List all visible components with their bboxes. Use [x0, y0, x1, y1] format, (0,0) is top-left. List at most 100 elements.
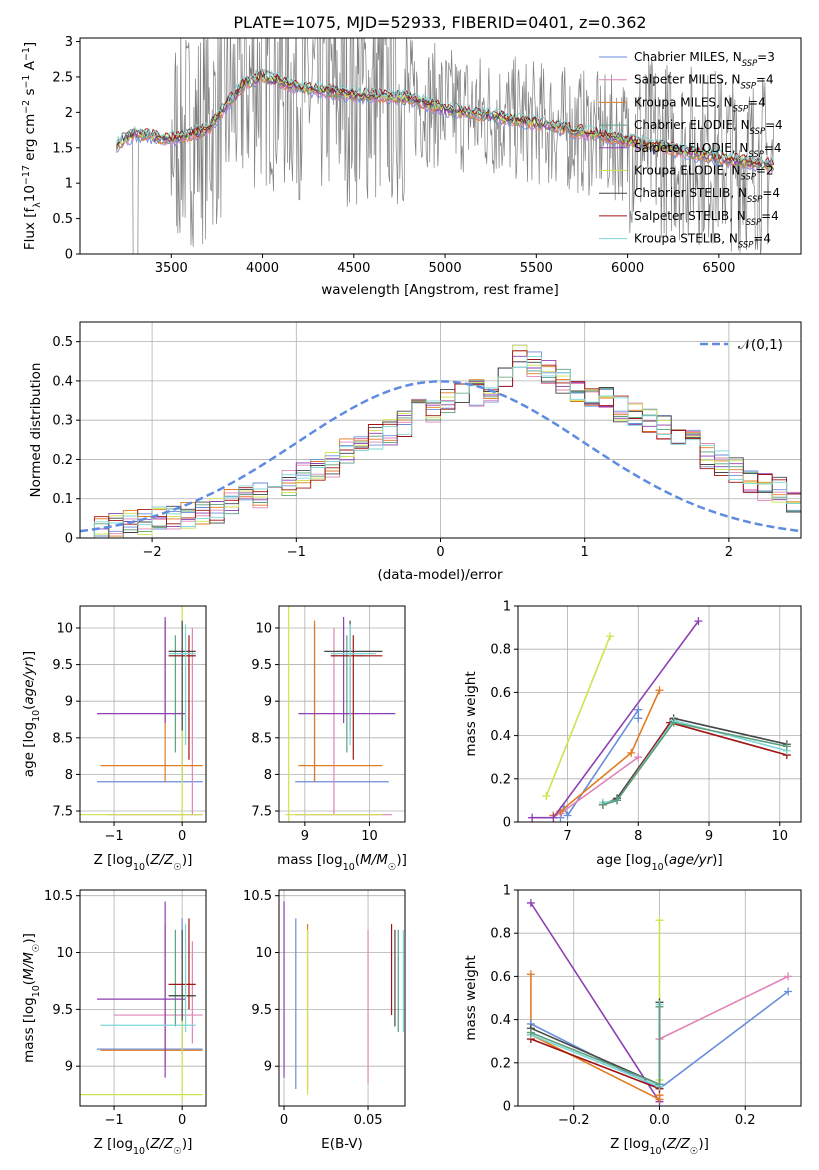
model-spectrum — [116, 68, 774, 165]
marker — [598, 800, 607, 809]
marker — [655, 1080, 664, 1089]
model-spectrum — [116, 73, 774, 168]
marker — [627, 748, 636, 757]
x-tick-label: −1 — [104, 1113, 123, 1128]
y-tick-label: 0.2 — [490, 1056, 511, 1071]
y-tick-label: 2.5 — [52, 70, 73, 85]
y-axis-label: Flux [fλ10−17 erg cm−2 s−1 A−1] — [21, 42, 43, 250]
x-axis-label: Z [log10(Z/Z☉)] — [94, 1136, 193, 1157]
y-tick-label: 10 — [56, 946, 73, 961]
weight-series — [545, 635, 611, 797]
y-tick-label: 10 — [56, 621, 73, 636]
marker — [634, 753, 643, 762]
marker — [613, 796, 622, 805]
histogram-series — [80, 350, 801, 538]
x-tick-label: 0 — [280, 1113, 288, 1128]
y-tick-label: 0.4 — [490, 1013, 511, 1028]
marker — [526, 970, 535, 979]
marker — [563, 811, 572, 820]
y-tick-label: 0.2 — [52, 453, 73, 468]
x-tick-label: 10 — [361, 829, 378, 844]
marker — [782, 742, 791, 751]
x-axis-label: Z [log10(Z/Z☉)] — [94, 852, 193, 873]
y-tick-label: 9 — [65, 1060, 73, 1075]
y-tick-label: 9.5 — [251, 658, 272, 673]
marker — [784, 972, 793, 981]
y-tick-label: 0.8 — [490, 927, 511, 942]
legend-item: Kroupa ELODIE, NSSP=2 — [634, 164, 774, 182]
marker — [549, 813, 558, 822]
x-tick-label: 7 — [563, 829, 571, 844]
y-tick-label: 7.5 — [52, 805, 73, 820]
y-tick-label: 0.4 — [52, 374, 73, 389]
y-tick-label: 0.5 — [52, 212, 73, 227]
histogram-series — [80, 356, 801, 538]
model-spectrum — [116, 68, 775, 167]
x-tick-label: 0.2 — [735, 1113, 756, 1128]
y-tick-label: 9 — [65, 695, 73, 710]
spectrum-chart: 3500 4000 4500 5000 5500 6000 6500 0 0.5 1 1.5 2 2.5… — [52, 35, 802, 276]
legend-item: Salpeter STELIB, NSSP=4 — [634, 209, 779, 227]
marker — [526, 898, 535, 907]
model-spectrum — [116, 69, 775, 169]
x-tick-label: 6000 — [611, 261, 644, 276]
y-tick-label: 1 — [503, 884, 511, 899]
x-axis-label: (data-model)/error — [377, 567, 503, 583]
y-tick-label: 10.5 — [243, 889, 272, 904]
marker — [784, 987, 793, 996]
y-tick-label: 1 — [65, 177, 73, 192]
axes-frame — [79, 889, 207, 1107]
histogram-series — [80, 350, 801, 538]
x-tick-label: 10 — [772, 829, 789, 844]
y-tick-label: 0.8 — [490, 643, 511, 658]
marker — [655, 916, 664, 925]
y-tick-label: 0 — [65, 532, 73, 547]
legend-item: Kroupa STELIB, NSSP=4 — [634, 232, 771, 250]
legend-item: Kroupa MILES, NSSP=4 — [634, 95, 766, 113]
y-tick-label: 10 — [255, 621, 272, 636]
marker — [526, 1028, 535, 1037]
y-tick-label: 0.5 — [52, 335, 73, 350]
x-tick-label: 9 — [301, 829, 309, 844]
y-tick-label: 0.6 — [490, 686, 511, 701]
x-tick-label: 4000 — [246, 261, 279, 276]
axes-frame — [278, 605, 406, 823]
marker — [605, 632, 614, 641]
mass-vs-reddening-chart: 0 0.05 9 9.5 10 10.5 — [243, 889, 406, 1128]
legend-item: Salpeter MILES, NSSP=4 — [634, 73, 774, 91]
x-tick-label: 5500 — [520, 261, 553, 276]
axes-frame — [278, 889, 406, 1107]
weight-series — [659, 975, 789, 1040]
x-tick-label: 8 — [634, 829, 642, 844]
axes-frame — [79, 37, 802, 255]
x-axis-label: E(B-V) — [321, 1136, 363, 1152]
chart-title: PLATE=1075, MJD=52933, FIBERID=0401, z=0… — [233, 13, 646, 32]
x-tick-label: 5000 — [429, 261, 462, 276]
y-tick-label: 0.6 — [490, 970, 511, 985]
x-tick-label: 4500 — [337, 261, 370, 276]
marker — [634, 714, 643, 723]
y-axis-label: age [log10(age/yr)] — [21, 651, 42, 777]
mass-weight-vs-metallicity-chart: −0.2 0.0 0.2 0 0.2 0.4 0.6 0.8 1 — [490, 884, 802, 1128]
plot-area — [283, 901, 404, 1095]
x-tick-label: −1 — [287, 545, 306, 560]
y-tick-label: 8 — [264, 768, 272, 783]
y-tick-label: 7.5 — [251, 805, 272, 820]
y-tick-label: 8.5 — [52, 731, 73, 746]
plot-area — [528, 617, 791, 822]
marker — [634, 705, 643, 714]
weight-series — [602, 721, 787, 806]
age-vs-metallicity-chart: −1 0 7.5 8 8.5 9 9.5 10 — [52, 605, 207, 844]
weight-series — [602, 717, 787, 806]
y-axis-label: Normed distribution — [28, 363, 44, 498]
marker — [694, 617, 703, 626]
x-tick-label: 0 — [178, 1113, 186, 1128]
data-spectrum — [116, 38, 774, 254]
marker — [669, 718, 678, 727]
gaussian-curve — [80, 380, 801, 533]
histogram-series — [80, 361, 801, 538]
marker — [528, 813, 537, 822]
y-axis-label: mass weight — [463, 955, 479, 1040]
x-tick-label: −0.2 — [558, 1113, 590, 1128]
x-tick-label: −1 — [104, 829, 123, 844]
